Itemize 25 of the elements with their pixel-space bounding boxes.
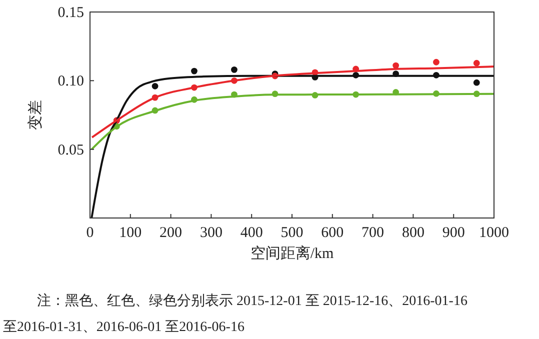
- text: 注：黑色、红色、绿色分别表示 2015-12-01 至 2015-12-16、2016-01-16至2016-01-31、2016-06-01 至2016-06-16: [3, 293, 468, 335]
- x-tick-label: 1000: [479, 225, 509, 241]
- y-tick-label: 0.10: [58, 74, 84, 90]
- x-axis-title: 空间距离/km: [250, 245, 334, 262]
- point: [231, 66, 238, 73]
- point: [152, 82, 158, 90]
- x-tick-label: 900: [442, 225, 465, 241]
- point: [473, 79, 480, 86]
- point: [392, 62, 400, 69]
- x-tick-label: 0: [86, 225, 94, 241]
- line-series: [90, 74, 495, 219]
- point: [191, 68, 198, 74]
- x-tick-label: 600: [321, 225, 344, 241]
- x-tick-label: 800: [402, 225, 424, 241]
- x-tick-label: 400: [240, 225, 263, 241]
- x-tick-label: 200: [160, 225, 182, 241]
- x-tick-label: 700: [362, 225, 384, 241]
- y-axis-title: 变差: [27, 100, 44, 130]
- point: [473, 60, 480, 66]
- x-tick-label: 300: [200, 225, 222, 241]
- x-tick-label: 500: [280, 225, 304, 241]
- y-tick-label: 0.15: [58, 5, 84, 21]
- point: [433, 58, 440, 66]
- y-tick-label: 0.05: [58, 142, 84, 158]
- x-tick-label: 100: [119, 225, 142, 241]
